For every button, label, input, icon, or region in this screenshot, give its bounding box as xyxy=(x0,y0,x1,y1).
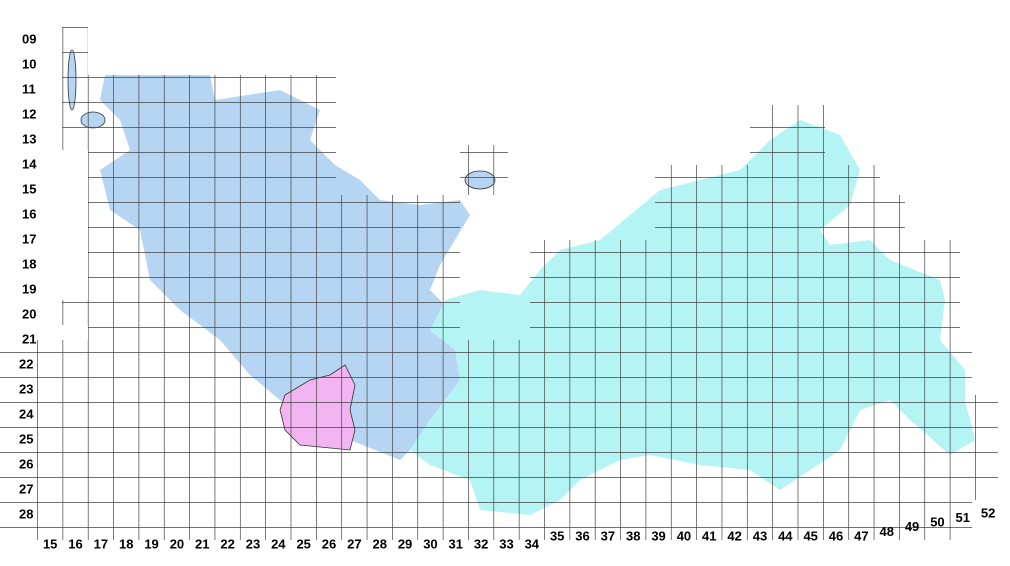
column-label: 22 xyxy=(220,536,234,551)
column-label: 26 xyxy=(322,536,336,551)
column-label: 47 xyxy=(854,528,868,543)
column-label: 44 xyxy=(778,528,793,543)
column-label: 40 xyxy=(677,528,691,543)
row-label: 22 xyxy=(19,356,33,371)
column-label: 28 xyxy=(372,536,386,551)
row-label: 19 xyxy=(22,281,36,296)
row-label: 14 xyxy=(22,156,37,171)
column-label: 15 xyxy=(43,536,57,551)
labels: 09 10 11 12 13 14 15 16 17 18 19 20 21 22 23 24 25 26 27 28… xyxy=(19,31,995,551)
column-label: 24 xyxy=(271,536,286,551)
column-label: 17 xyxy=(94,536,108,551)
column-label: 33 xyxy=(499,536,513,551)
regions xyxy=(67,49,975,515)
column-label: 16 xyxy=(68,536,82,551)
row-label: 09 xyxy=(22,31,36,46)
row-label: 12 xyxy=(22,106,36,121)
row-label: 24 xyxy=(19,406,34,421)
column-label: 35 xyxy=(550,528,564,543)
column-label: 23 xyxy=(246,536,260,551)
row-label: 18 xyxy=(22,256,36,271)
column-label: 29 xyxy=(398,536,412,551)
row-label: 10 xyxy=(22,56,36,71)
column-label: 19 xyxy=(144,536,158,551)
row-label: 27 xyxy=(19,481,33,496)
region-mecklenburg xyxy=(410,120,975,515)
column-label: 52 xyxy=(981,505,995,520)
column-label: 36 xyxy=(575,528,589,543)
column-label: 48 xyxy=(879,524,893,539)
column-label: 20 xyxy=(170,536,184,551)
column-label: 37 xyxy=(601,528,615,543)
row-label: 13 xyxy=(22,131,36,146)
column-label: 39 xyxy=(651,528,665,543)
column-label: 45 xyxy=(803,528,817,543)
column-label: 18 xyxy=(119,536,133,551)
region-schleswig-holstein xyxy=(100,75,470,460)
island xyxy=(464,170,496,190)
row-label: 16 xyxy=(22,206,36,221)
row-label: 15 xyxy=(22,181,36,196)
island xyxy=(80,111,106,129)
column-label: 43 xyxy=(753,528,767,543)
column-label: 31 xyxy=(449,536,463,551)
row-label: 26 xyxy=(19,456,33,471)
column-label: 51 xyxy=(956,510,970,525)
row-label: 25 xyxy=(19,431,33,446)
column-label: 32 xyxy=(474,536,488,551)
column-label: 50 xyxy=(930,515,944,530)
column-label: 49 xyxy=(905,519,919,534)
row-label: 21 xyxy=(22,331,36,346)
row-label: 28 xyxy=(19,506,33,521)
row-label: 20 xyxy=(22,306,36,321)
row-label: 11 xyxy=(22,81,36,96)
column-label: 42 xyxy=(727,528,741,543)
region-hamburg xyxy=(279,364,356,451)
row-label: 23 xyxy=(19,381,33,396)
row-label: 17 xyxy=(22,231,36,246)
column-label: 34 xyxy=(525,536,540,551)
column-label: 27 xyxy=(347,536,361,551)
island xyxy=(67,49,77,111)
column-label: 21 xyxy=(195,536,209,551)
column-label: 38 xyxy=(626,528,640,543)
column-label: 46 xyxy=(829,528,843,543)
column-label: 30 xyxy=(423,536,437,551)
column-label: 25 xyxy=(296,536,310,551)
column-label: 41 xyxy=(702,528,716,543)
